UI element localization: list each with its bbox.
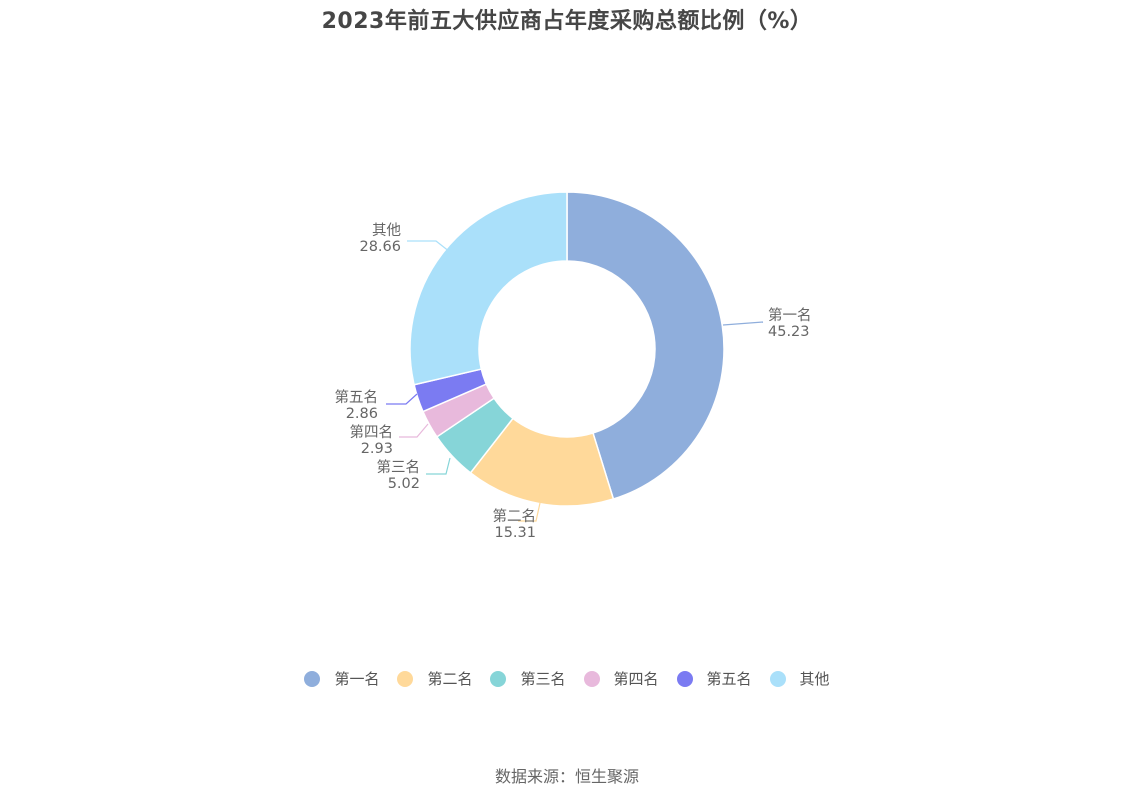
- slice-label-value: 15.31: [494, 525, 536, 541]
- legend-label: 第五名: [706, 670, 752, 688]
- legend-label: 第二名: [427, 670, 473, 688]
- legend-marker-icon: [304, 670, 321, 687]
- data-source: 数据来源：恒生聚源: [494, 767, 639, 786]
- label-leader-line: [518, 502, 541, 522]
- legend-item[interactable]: 其他: [769, 668, 830, 689]
- legend-label: 其他: [799, 670, 830, 688]
- slice-label-name: 第四名: [350, 423, 394, 441]
- slice-label-value: 2.86: [346, 406, 378, 422]
- chart-legend: 第一名 第二名 第三名 第四名 第五名 其他: [0, 668, 1134, 689]
- legend-label: 第四名: [613, 670, 659, 688]
- slice-label-name: 第三名: [377, 458, 421, 476]
- legend-label: 第一名: [334, 670, 380, 688]
- legend-marker-icon: [676, 670, 693, 687]
- label-leader-line: [426, 457, 451, 475]
- donut-slice[interactable]: [566, 191, 725, 500]
- legend-marker-icon: [583, 670, 600, 687]
- slice-label-name: 其他: [372, 222, 401, 239]
- label-leader-line: [407, 240, 451, 253]
- slice-label-value: 5.02: [388, 476, 420, 492]
- label-leader-line: [386, 393, 418, 405]
- label-leader-line: [399, 423, 429, 438]
- chart-title: 2023年前五大供应商占年度采购总额比例（%）: [321, 9, 813, 34]
- legend-marker-icon: [769, 670, 786, 687]
- label-leader-line: [722, 321, 764, 326]
- slice-label-name: 第二名: [493, 507, 537, 525]
- slice-label-name: 第一名: [768, 306, 812, 324]
- slice-label-value: 2.93: [361, 441, 393, 457]
- slice-label-value: 28.66: [359, 239, 401, 255]
- legend-item[interactable]: 第一名: [304, 668, 379, 689]
- legend-label: 第三名: [520, 670, 566, 688]
- legend-item[interactable]: 第四名: [583, 668, 659, 689]
- legend-item[interactable]: 第三名: [490, 668, 566, 689]
- legend-marker-icon: [490, 670, 507, 687]
- slice-label-name: 第五名: [335, 388, 379, 406]
- slice-label-value: 45.23: [768, 324, 810, 340]
- legend-item[interactable]: 第五名: [676, 668, 752, 689]
- legend-item[interactable]: 第二名: [397, 668, 472, 689]
- donut-slice[interactable]: [409, 191, 568, 386]
- legend-marker-icon: [397, 670, 414, 687]
